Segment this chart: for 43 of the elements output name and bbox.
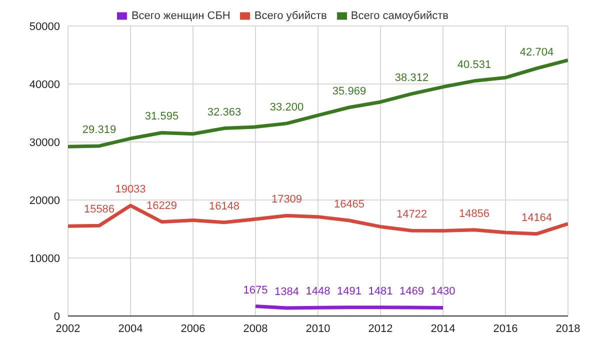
data-label: 40.531 [457, 58, 492, 71]
y-tick-label: 10000 [29, 252, 60, 265]
x-tick-label: 2014 [430, 322, 456, 335]
x-tick-label: 2010 [306, 322, 330, 335]
data-label: 42.704 [520, 46, 554, 58]
y-tick-label: 50000 [29, 20, 60, 33]
x-tick-label: 2012 [368, 322, 393, 335]
data-label: 33.200 [270, 101, 304, 114]
data-label: 1481 [368, 285, 393, 298]
x-tick-label: 2002 [56, 322, 80, 335]
data-label: 14164 [521, 212, 552, 224]
legend-label: Всего убийств [254, 10, 327, 22]
data-label: 32.363 [207, 106, 242, 118]
data-label: 14722 [396, 208, 428, 221]
legend-label: Всего женщин СБН [131, 10, 230, 22]
data-label: 1430 [430, 286, 456, 298]
data-label: 16465 [334, 198, 365, 211]
x-tick-label: 2018 [556, 322, 580, 335]
data-label: 14856 [458, 208, 490, 220]
x-tick-label: 2008 [243, 322, 268, 335]
data-label: 29.319 [82, 124, 116, 136]
x-tick-label: 2016 [493, 322, 518, 335]
data-label: 38.312 [394, 72, 429, 84]
data-label: 15586 [84, 204, 115, 216]
data-label: 1491 [337, 285, 362, 298]
x-tick-label: 2004 [118, 322, 143, 335]
line-series [68, 58, 568, 148]
y-tick-label: 0 [54, 310, 60, 323]
data-label: 17309 [271, 194, 302, 206]
data-label: 1469 [400, 285, 424, 298]
y-tick-label: 30000 [29, 136, 60, 149]
data-label: 16229 [146, 200, 178, 212]
legend-label: Всего самоубийств [350, 10, 449, 22]
y-tick-label: 20000 [29, 194, 60, 207]
data-label: 35.969 [332, 85, 366, 98]
data-label: 1384 [274, 286, 299, 298]
data-label: 1675 [243, 284, 268, 296]
data-label: 16148 [208, 200, 240, 212]
data-label: 1448 [306, 286, 330, 298]
data-label: 31.595 [144, 110, 179, 123]
x-tick-label: 2006 [180, 322, 206, 335]
data-label: 19033 [115, 184, 146, 196]
y-tick-label: 40000 [29, 78, 60, 91]
